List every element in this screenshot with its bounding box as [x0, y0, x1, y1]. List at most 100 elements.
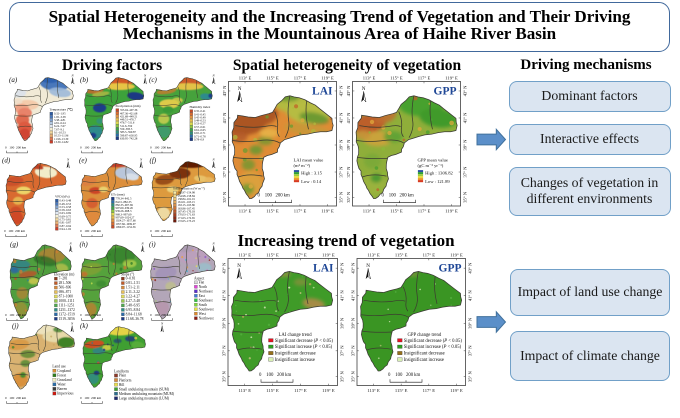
svg-text:N: N [71, 74, 75, 78]
svg-text:N: N [143, 74, 147, 78]
svg-text:41° N: 41° N [338, 112, 343, 124]
svg-text:115° E: 115° E [390, 208, 403, 213]
svg-text:0 100 200 km: 0 100 200 km [5, 146, 26, 150]
svg-text:476.7–511.6: 476.7–511.6 [120, 121, 135, 125]
svg-text:East: East [199, 294, 205, 298]
svg-text:171.63–172.65: 171.63–172.65 [178, 216, 196, 220]
svg-text:LAI: LAI [312, 86, 333, 98]
svg-text:(i): (i) [149, 241, 156, 249]
svg-text:35° N: 35° N [339, 370, 344, 382]
svg-text:Southeast: Southeast [199, 298, 213, 302]
svg-text:968.3–997.69: 968.3–997.69 [116, 212, 132, 216]
svg-text:N: N [139, 158, 143, 162]
svg-text:449.51–476.7: 449.51–476.7 [120, 118, 136, 122]
svg-text:43° N: 43° N [346, 85, 351, 97]
svg-text:8.84–11.68: 8.84–11.68 [126, 312, 142, 316]
svg-text:37° N: 37° N [338, 166, 343, 178]
svg-text:842.5–882.35: 842.5–882.35 [116, 200, 132, 204]
svg-text:Large undulating mountain (LUM: Large undulating mountain (LUM) [119, 396, 170, 400]
svg-text:LAI change trend: LAI change trend [279, 333, 313, 338]
svg-text:115° E: 115° E [266, 388, 279, 393]
svg-text:Low : 121.89: Low : 121.89 [425, 179, 450, 184]
svg-text:(h): (h) [80, 241, 89, 249]
svg-text:Cropland: Cropland [57, 369, 71, 373]
svg-text:0.41–0.45: 0.41–0.45 [194, 112, 206, 116]
svg-text:41° N: 41° N [222, 112, 227, 124]
svg-text:0.81–1.51: 0.81–1.51 [126, 281, 141, 285]
svg-text:1057.66–1099.97: 1057.66–1099.97 [116, 222, 137, 226]
svg-text:113° E: 113° E [238, 388, 251, 393]
svg-text:35° N: 35° N [350, 370, 355, 382]
svg-text:113° E: 113° E [239, 208, 252, 213]
svg-text:907.69–939.26: 907.69–939.26 [116, 206, 134, 210]
svg-text:119° E: 119° E [321, 75, 334, 80]
svg-text:117° E: 117° E [294, 75, 307, 80]
svg-text:39° N: 39° N [467, 317, 472, 329]
svg-text:0.65–0.71: 0.65–0.71 [194, 131, 206, 135]
svg-text:(m² m⁻²): (m² m⁻²) [294, 163, 311, 168]
svg-text:0 100 200 km: 0 100 200 km [80, 396, 101, 400]
svg-text:1.95–3.38: 1.95–3.38 [54, 115, 66, 119]
svg-text:North: North [199, 285, 208, 289]
svg-text:Hill: Hill [119, 383, 125, 387]
svg-text:Forest: Forest [57, 373, 66, 377]
svg-text:113° E: 113° E [363, 208, 376, 213]
svg-text:115° E: 115° E [390, 75, 403, 80]
svg-text:(b): (b) [80, 76, 89, 84]
svg-text:Water: Water [57, 383, 66, 387]
svg-text:163.86–167.45: 163.86–167.45 [178, 206, 196, 210]
svg-text:115° E: 115° E [395, 252, 408, 257]
svg-text:696–871: 696–871 [59, 290, 72, 294]
svg-text:2.11–3.22: 2.11–3.22 [126, 290, 140, 294]
svg-text:3.22–4.27: 3.22–4.27 [126, 295, 141, 299]
svg-text:778.34–842.5: 778.34–842.5 [116, 197, 132, 201]
svg-text:37° N: 37° N [467, 345, 472, 357]
svg-text:N: N [238, 86, 242, 92]
svg-text:0.78–0.9: 0.78–0.9 [194, 137, 205, 141]
svg-text:High : 3.15: High : 3.15 [301, 170, 323, 175]
svg-text:VPD (kPa): VPD (kPa) [55, 195, 70, 199]
svg-text:0 100 200 km: 0 100 200 km [80, 146, 101, 150]
svg-text:281–506: 281–506 [59, 281, 72, 285]
svg-text:Northwest: Northwest [199, 316, 214, 320]
svg-text:11.68–36.78: 11.68–36.78 [126, 317, 144, 321]
svg-text:GPP: GPP [439, 263, 462, 275]
svg-text:(j): (j) [12, 322, 19, 330]
svg-text:115° E: 115° E [395, 388, 408, 393]
svg-text:Barren: Barren [57, 387, 67, 391]
svg-text:Precipitation (mm): Precipitation (mm) [116, 104, 141, 108]
svg-text:161.01–163.15: 161.01–163.15 [178, 200, 196, 204]
svg-text:Landform: Landform [114, 369, 129, 373]
svg-text:0.53–0.58: 0.53–0.58 [60, 205, 72, 209]
svg-text:35° N: 35° N [346, 191, 351, 203]
svg-text:7.67–9.1: 7.67–9.1 [54, 127, 65, 131]
svg-text:35° N: 35° N [221, 370, 226, 382]
svg-text:39° N: 39° N [221, 317, 226, 329]
svg-text:0.53–0.57: 0.53–0.57 [194, 122, 206, 126]
svg-text:0.69–0.75: 0.69–0.75 [60, 214, 72, 218]
svg-text:1024.27–1057.66: 1024.27–1057.66 [116, 219, 137, 223]
svg-text:GPP: GPP [434, 86, 457, 98]
svg-text:0.35–0.41: 0.35–0.41 [194, 109, 206, 113]
svg-text:41° N: 41° N [346, 112, 351, 124]
svg-text:39° N: 39° N [350, 317, 355, 329]
svg-text:ETo (mm): ETo (mm) [111, 193, 125, 197]
svg-text:115° E: 115° E [266, 208, 279, 213]
svg-text:37° N: 37° N [222, 166, 227, 178]
svg-text:43° N: 43° N [221, 262, 226, 274]
svg-text:Low : 0.14: Low : 0.14 [301, 179, 322, 184]
svg-text:37° N: 37° N [339, 345, 344, 357]
svg-text:997.69–1024.27: 997.69–1024.27 [116, 216, 135, 220]
svg-text:5.48–6.95: 5.48–6.95 [126, 304, 141, 308]
svg-text:6.95–8.84: 6.95–8.84 [126, 308, 141, 312]
svg-text:0.48–0.53: 0.48–0.53 [60, 202, 72, 206]
svg-text:LAI mean value: LAI mean value [294, 158, 324, 163]
svg-text:6.24–7.67: 6.24–7.67 [54, 124, 66, 128]
svg-text:0 100 200 km: 0 100 200 km [258, 194, 291, 199]
svg-text:39° N: 39° N [339, 317, 344, 329]
svg-text:117° E: 117° E [423, 388, 436, 393]
svg-text:41° N: 41° N [462, 112, 467, 124]
svg-text:117° E: 117° E [294, 208, 307, 213]
svg-text:0 100 200 km: 0 100 200 km [150, 313, 171, 317]
svg-text:113° E: 113° E [363, 75, 376, 80]
